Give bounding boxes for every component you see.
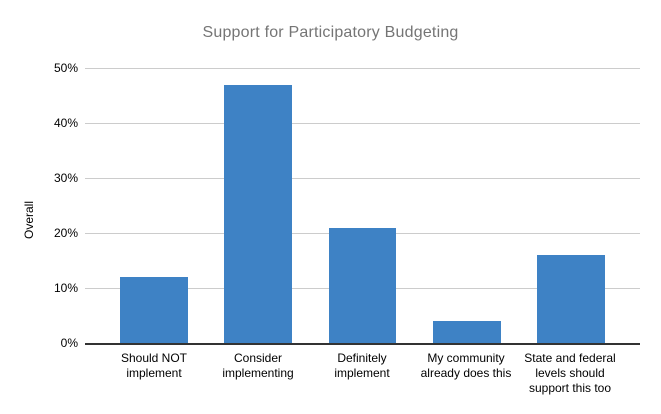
y-tick-label: 30% xyxy=(53,171,78,185)
y-tick-label: 50% xyxy=(53,61,78,75)
bar[interactable] xyxy=(120,277,188,343)
gridline xyxy=(85,68,640,69)
x-axis-label: State and federal levels should support … xyxy=(524,351,616,395)
bar-slot xyxy=(206,68,310,343)
bar[interactable] xyxy=(432,321,501,343)
plot-area xyxy=(85,68,640,345)
bar[interactable] xyxy=(328,227,397,343)
bar-slot xyxy=(415,68,519,343)
y-tick-label: 20% xyxy=(53,226,78,240)
y-tick-label: 40% xyxy=(53,116,78,130)
chart-title: Support for Participatory Budgeting xyxy=(202,24,459,41)
y-tick-label: 0% xyxy=(60,336,78,350)
x-axis-labels: Should NOT implement Consider implementin… xyxy=(102,351,622,396)
gridline xyxy=(85,123,640,124)
bar-slot xyxy=(310,68,414,343)
bar-slot xyxy=(102,68,206,343)
bar[interactable] xyxy=(537,255,605,343)
y-axis-ticks: 0% 10% 20% 30% 40% 50% xyxy=(0,61,78,350)
x-axis-label: My community already does this xyxy=(420,351,512,380)
x-axis-label: Consider implementing xyxy=(222,351,294,380)
bar-slot xyxy=(519,68,623,343)
bar[interactable] xyxy=(224,84,293,343)
x-axis-label: Should NOT implement xyxy=(120,351,188,380)
bars-layer xyxy=(102,68,623,343)
gridline xyxy=(85,178,640,179)
x-axis-label: Definitely implement xyxy=(334,351,390,380)
y-tick-label: 10% xyxy=(53,281,78,295)
